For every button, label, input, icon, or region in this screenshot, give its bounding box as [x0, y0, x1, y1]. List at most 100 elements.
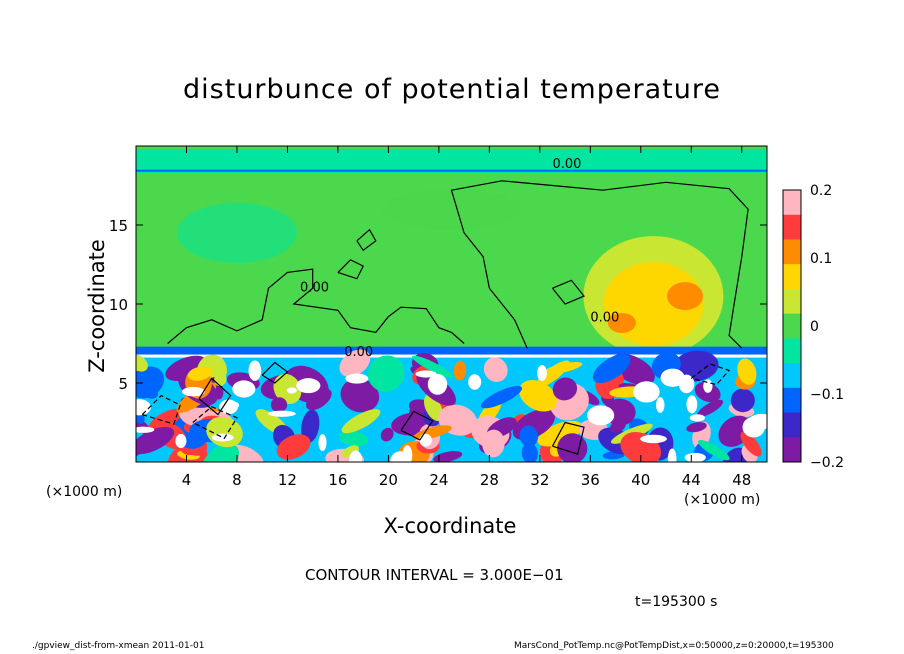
x-tick-label: 8 [232, 471, 242, 489]
lower-patch [698, 439, 730, 461]
contour-labels: 0.00 0.00 0.00 0.00 [300, 157, 619, 360]
colorbar-segment [783, 288, 801, 315]
lower-patch [730, 388, 755, 413]
colorbar-segment [783, 190, 801, 216]
lower-patch [480, 385, 523, 409]
lower-patch [341, 409, 381, 434]
lower-patch [306, 388, 332, 411]
lower-patch [672, 350, 719, 382]
contour-line [551, 421, 585, 455]
colorbar-tick-label: −0.2 [810, 455, 844, 471]
lower-patch-white [427, 373, 448, 395]
lower-patch-white [349, 450, 363, 462]
chart-title: disturbunce of potential temperature [183, 74, 721, 105]
lower-patch [740, 431, 762, 457]
colorbar-tick-label: 0 [810, 319, 819, 335]
lower-patch-white [633, 381, 660, 403]
lower-patch [519, 380, 557, 412]
colorbar-tick-label: 0.2 [810, 183, 832, 199]
lower-patch-white [415, 370, 437, 378]
field-blobs [136, 149, 767, 462]
contour-line [552, 279, 585, 305]
y-tick-label: 15 [109, 217, 128, 235]
plot-area [136, 146, 767, 462]
contour-line-neg [141, 394, 181, 425]
lower-patch [201, 443, 240, 462]
lower-patch-white [655, 397, 665, 413]
x-axis: 4 8 12 16 20 24 28 32 36 40 44 48 [182, 146, 751, 489]
x-unit-label-right: (×1000 m) [684, 492, 761, 508]
colorbar-tick-label: −0.1 [810, 387, 844, 403]
x-tick-label: 48 [732, 471, 751, 489]
lower-patch-white [182, 386, 205, 397]
lower-patch [482, 429, 505, 458]
lower-patch [339, 349, 371, 377]
lower-patch [521, 442, 538, 462]
colorbar: 0.2 0.1 0 −0.1 −0.2 [782, 183, 844, 471]
lower-patch [136, 366, 165, 399]
contour-label: 0.00 [552, 157, 581, 172]
lower-patch [136, 426, 175, 455]
lower-patch [686, 422, 707, 433]
lower-patch-white [286, 387, 297, 394]
x-tick-label: 4 [182, 471, 192, 489]
lower-patch-white [232, 380, 256, 398]
lower-patch-white [684, 452, 706, 462]
upper-cool-patch [176, 202, 297, 263]
x-tick-label: 44 [682, 471, 701, 489]
x-tick-label: 32 [530, 471, 549, 489]
lower-patch-white [268, 410, 296, 417]
lower-patch-white [468, 374, 482, 390]
lower-patch-white [748, 413, 767, 430]
lower-patch [552, 377, 578, 401]
lower-patch [276, 434, 311, 460]
contour-interval-text: CONTOUR INTERVAL = 3.000E−01 [305, 566, 564, 584]
lower-patch-white [175, 433, 187, 449]
lower-patch-white [296, 378, 321, 394]
lower-patch-white [390, 451, 410, 462]
contour-label: 0.00 [590, 310, 619, 325]
colorbar-segment [783, 363, 801, 389]
colorbar-segment [783, 437, 801, 463]
colorbar-segment [783, 412, 801, 438]
lower-patch [412, 355, 453, 378]
lower-patch-white [703, 379, 713, 393]
colorbar-tick-label: 0.1 [810, 251, 832, 267]
contour-line [261, 361, 289, 384]
lower-patch [187, 366, 212, 381]
time-label: t=195300 s [635, 594, 718, 610]
lower-patch-white [686, 395, 698, 414]
lower-patch [433, 451, 463, 462]
contour-lines [141, 180, 749, 455]
footer-left: ./gpview_dist-from-xmean 2011-01-01 [32, 641, 205, 651]
lower-patch [339, 430, 369, 447]
contour-line [337, 259, 365, 280]
y-tick-label: 5 [118, 375, 128, 393]
y-axis: 5 10 15 [109, 217, 767, 393]
lower-patch-white [537, 364, 547, 381]
upper-cool-patch [381, 189, 522, 230]
y-tick-label: 10 [109, 296, 128, 314]
lower-patch-white [345, 373, 369, 384]
lower-patch [340, 378, 380, 413]
lower-patch [737, 358, 757, 385]
top-band [136, 149, 767, 173]
lower-patch-white [587, 405, 615, 426]
interface-line [136, 354, 767, 358]
lower-patch [483, 357, 508, 382]
lower-patch [136, 354, 148, 372]
top-band-line [136, 169, 767, 172]
lower-patch [543, 362, 583, 375]
lower-patch [697, 399, 724, 417]
lower-layer [136, 349, 767, 462]
x-tick-label: 36 [581, 471, 600, 489]
lower-patch-white [248, 360, 262, 381]
lower-patch-white [318, 434, 327, 451]
lower-patch-white [136, 426, 155, 433]
colorbar-segment [783, 214, 801, 240]
contour-line [167, 268, 465, 344]
lower-patch-white [667, 448, 677, 462]
contour-label: 0.00 [344, 345, 373, 360]
colorbar-segment [783, 264, 801, 290]
